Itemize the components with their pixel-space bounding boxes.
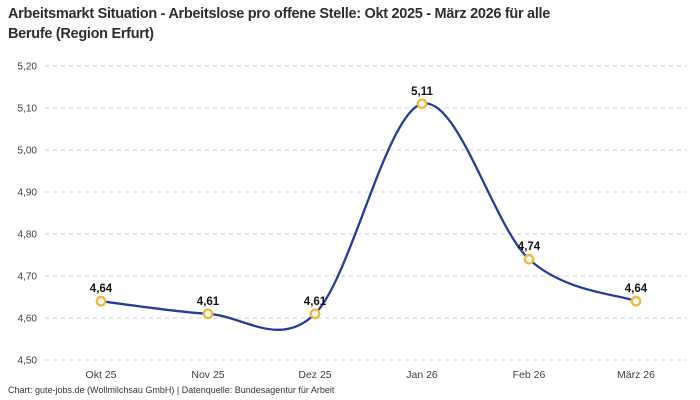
- line-series: [99, 102, 638, 331]
- data-point-marker: [523, 253, 535, 265]
- y-axis-tick-label: 4,70: [18, 272, 38, 283]
- y-axis-tick-label: 5,10: [18, 104, 38, 115]
- chart-title: Arbeitsmarkt Situation - Arbeitslose pro…: [8, 6, 551, 42]
- data-point-label: 4,64: [625, 283, 648, 295]
- chart-attribution: Chart: gute-jobs.de (Wollmilchsau GmbH) …: [8, 385, 335, 395]
- y-axis-tick-label: 4,80: [18, 230, 38, 241]
- data-point-marker: [416, 98, 428, 110]
- y-axis-tick-label: 4,90: [18, 188, 38, 199]
- x-axis-tick-label: Feb 26: [513, 369, 546, 381]
- x-axis-tick-label: Jan 26: [406, 369, 438, 381]
- x-axis-tick-label: Dez 25: [298, 369, 331, 381]
- y-axis-tick-label: 5,00: [18, 146, 38, 157]
- x-axis-tick-label: Okt 25: [86, 369, 117, 381]
- y-axis-tick-label: 4,60: [18, 314, 38, 325]
- x-axis-tick-label: Nov 25: [191, 369, 224, 381]
- data-point-label: 5,11: [411, 86, 433, 98]
- data-point-label: 4,74: [518, 241, 541, 253]
- data-point-marker: [95, 295, 107, 307]
- data-point-label: 4,64: [90, 283, 113, 295]
- y-axis-tick-label: 5,20: [18, 62, 38, 73]
- x-axis-tick-label: März 26: [617, 369, 655, 381]
- y-axis-tick-label: 4,50: [18, 356, 38, 367]
- data-point-marker: [202, 308, 214, 320]
- data-point-marker: [630, 295, 642, 307]
- data-point-marker: [309, 308, 321, 320]
- data-point-label: 4,61: [304, 296, 327, 308]
- data-point-label: 4,61: [197, 296, 220, 308]
